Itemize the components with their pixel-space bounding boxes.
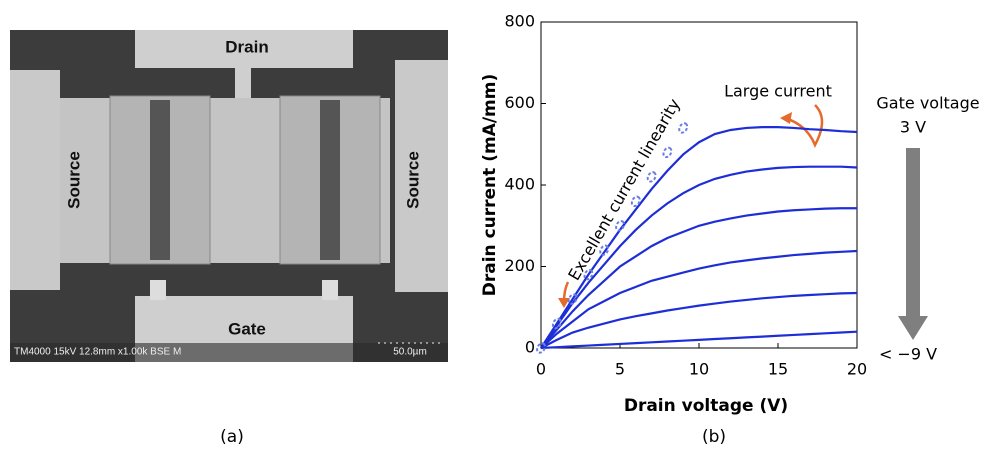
y-tick-label: 600 xyxy=(504,93,535,112)
y-tick-label: 800 xyxy=(504,12,535,31)
gap xyxy=(10,30,130,70)
marker xyxy=(551,317,562,330)
source-label: Source xyxy=(403,151,422,209)
curve xyxy=(540,330,858,350)
marker xyxy=(536,342,546,354)
info-text: TM4000 15kV 12.8mm x1.00k BSE M xyxy=(14,347,181,358)
annotation: Large current xyxy=(724,82,832,101)
curve xyxy=(540,249,858,349)
x-tick-label: 20 xyxy=(847,360,867,379)
drain-pad xyxy=(135,30,353,68)
marker xyxy=(583,268,594,281)
marker xyxy=(567,293,578,305)
curve xyxy=(540,207,857,349)
marker xyxy=(599,244,610,256)
sem-image: Drain Source Source Gate TM4000 15kV 12.… xyxy=(10,30,448,362)
gate-arrowhead xyxy=(898,316,928,340)
marker xyxy=(678,122,689,134)
x-tick-label: 10 xyxy=(689,360,709,379)
y-tick-label: 0 xyxy=(525,338,535,357)
info-bar xyxy=(10,343,448,362)
panel-label: (b) xyxy=(702,427,726,447)
gate-arrow xyxy=(906,148,920,316)
annotation: Excellent current linearity xyxy=(564,95,684,283)
drain-label: Drain xyxy=(225,37,268,56)
marker xyxy=(615,220,625,232)
curve xyxy=(540,126,858,349)
gate-label: Gate xyxy=(228,319,266,338)
source-pad xyxy=(395,60,448,292)
chart: Drain voltage (V) Drain current (mA/mm) … xyxy=(480,12,980,417)
source-label: Source xyxy=(64,151,83,209)
x-axis-title: Drain voltage (V) xyxy=(624,396,788,416)
y-tick-label: 200 xyxy=(504,256,535,275)
annotation-arrow xyxy=(784,104,824,148)
scale-text: 50.0µm xyxy=(393,347,427,358)
y-tick-label: 400 xyxy=(504,175,535,194)
marker xyxy=(646,171,657,183)
arrowhead xyxy=(558,298,570,308)
y-axis-title: Drain current (mA/mm) xyxy=(480,74,500,297)
curve xyxy=(540,291,858,349)
channel xyxy=(150,100,170,260)
gate-contact xyxy=(322,280,338,300)
drain-lead xyxy=(235,68,251,98)
annotation: Gate voltage xyxy=(876,94,979,113)
arrowhead xyxy=(780,112,792,124)
marker xyxy=(630,195,641,207)
annotation: 3 V xyxy=(900,118,926,137)
marker xyxy=(662,146,673,159)
x-tick-label: 5 xyxy=(615,360,625,379)
annotation: < −9 V xyxy=(879,345,937,364)
x-tick-label: 0 xyxy=(536,360,546,379)
curve xyxy=(540,165,858,349)
source-pad xyxy=(10,70,60,290)
x-tick-label: 15 xyxy=(768,360,788,379)
gate-contact xyxy=(150,280,166,300)
panel-label: (a) xyxy=(220,427,244,447)
channel xyxy=(320,100,340,260)
